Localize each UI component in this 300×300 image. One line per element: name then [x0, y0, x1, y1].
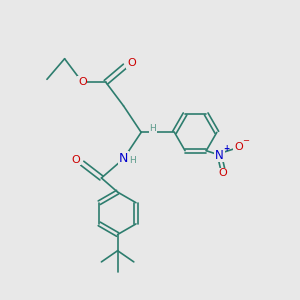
Text: N: N [215, 148, 224, 162]
Text: O: O [78, 77, 87, 87]
Text: N: N [119, 152, 128, 165]
Text: O: O [127, 58, 136, 68]
Text: O: O [71, 155, 80, 165]
Text: +: + [223, 144, 229, 153]
Text: O: O [219, 168, 227, 178]
Text: H: H [150, 124, 156, 133]
Text: O: O [234, 142, 243, 152]
Text: H: H [129, 156, 136, 165]
Text: −: − [242, 136, 250, 145]
